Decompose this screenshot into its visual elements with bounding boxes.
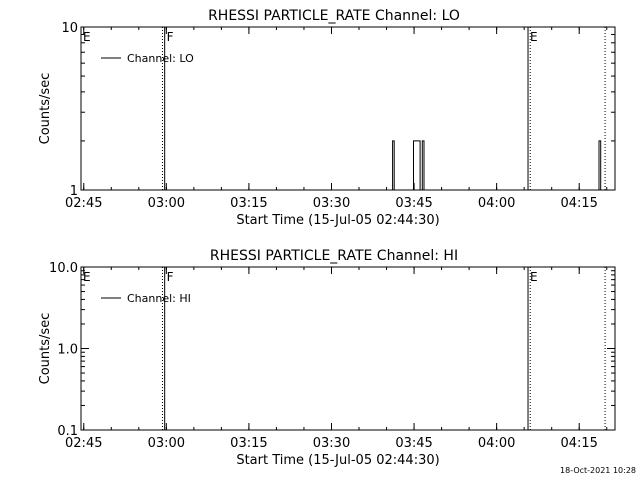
panel-2-x-tick-label: 04:15 [560,436,597,451]
panel-1-x-axis-label: Start Time (15-Jul-05 02:44:30) [236,213,439,228]
panel-1-event-marker-label: F [167,30,174,44]
panel-2-y-tick-label: 0.1 [57,424,78,439]
panel-1-x-tick-label: 04:00 [478,196,515,211]
panel-1-x-tick-label: 03:45 [395,196,432,211]
panel-1-title: RHESSI PARTICLE_RATE Channel: LO [208,8,460,24]
panel-2-x-tick-label: 03:15 [230,436,267,451]
panel-2-x-axis-label: Start Time (15-Jul-05 02:44:30) [236,453,439,468]
panel-2-x-tick-label: 03:30 [313,436,350,451]
panel-2-x-tick-label: 03:00 [148,436,185,451]
panel-2-y-tick-label: 10.0 [49,261,78,276]
panel-2-x-tick-label: 03:45 [395,436,432,451]
panel-2-legend-label: Channel: HI [127,292,191,305]
panel-2-event-marker-label: E [83,270,91,284]
panel-1-event-marker-label: E [530,30,538,44]
panel-1-event-marker-label: E [83,30,91,44]
panel-2-y-tick-label: 1.0 [57,343,78,358]
panel-2-event-marker-label: F [167,270,174,284]
panel-1-y-axis-label: Counts/sec [38,73,53,145]
panel-1-x-tick-label: 04:15 [560,196,597,211]
panel-2-x-tick-label: 02:45 [65,436,102,451]
panel-1-series-line [81,140,615,191]
panel-1-x-tick-label: 02:45 [65,196,102,211]
panel-1-x-tick-label: 03:00 [148,196,185,211]
panel-2-x-tick-label: 04:00 [478,436,515,451]
panel-1-legend-label: Channel: LO [127,52,194,65]
panel-2-y-axis-label: Counts/sec [38,313,53,385]
panel-1-y-tick-label: 10 [61,21,78,36]
panel-2-title: RHESSI PARTICLE_RATE Channel: HI [210,248,458,264]
panel-2-event-marker-label: E [530,270,538,284]
panel-1-x-tick-label: 03:30 [313,196,350,211]
panel-1-y-tick-label: 1 [70,184,78,199]
timestamp: 18-Oct-2021 10:28 [560,466,636,475]
panel-1-x-tick-label: 03:15 [230,196,267,211]
